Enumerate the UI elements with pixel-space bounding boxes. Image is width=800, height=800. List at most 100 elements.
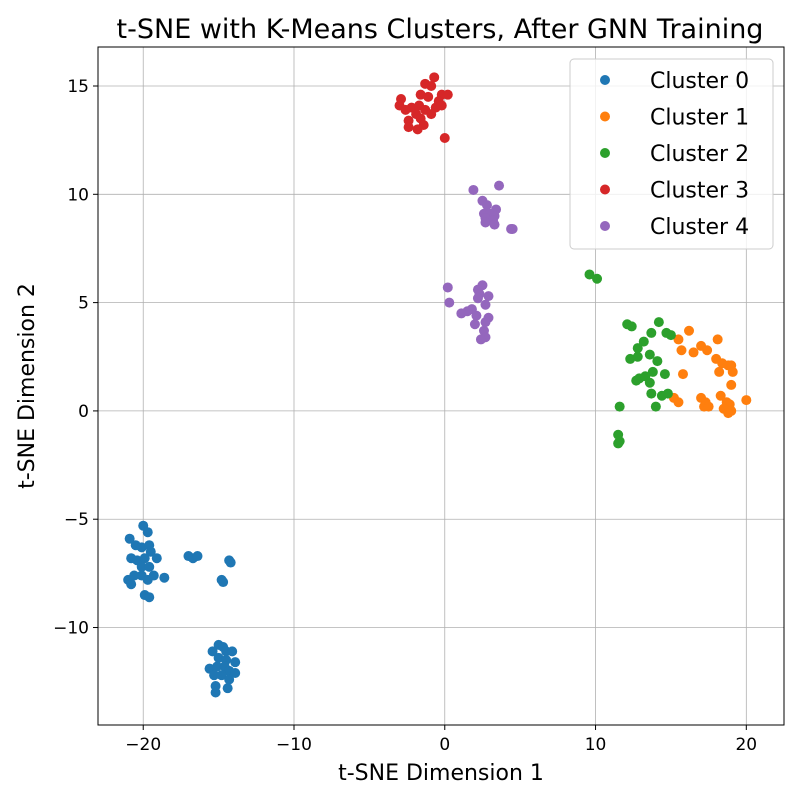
legend-frame <box>569 58 774 250</box>
data-point <box>412 124 423 135</box>
y-axis-title: t-SNE Dimension 2 <box>15 283 40 489</box>
y-tick-label: 5 <box>78 294 89 314</box>
data-point <box>647 366 658 377</box>
series-cluster-0 <box>123 520 241 698</box>
y-tick-label: 0 <box>78 402 89 422</box>
data-point <box>124 533 135 544</box>
series-cluster-4 <box>442 180 518 345</box>
y-tick-label: 15 <box>67 77 89 97</box>
data-point <box>727 366 738 377</box>
data-point <box>472 293 483 304</box>
data-point <box>426 109 437 120</box>
data-point <box>584 269 595 280</box>
legend-marker <box>600 184 610 195</box>
data-point <box>439 132 450 143</box>
data-point <box>436 100 447 111</box>
data-point <box>662 388 673 399</box>
data-point <box>673 397 684 408</box>
data-point <box>632 343 643 354</box>
data-point <box>480 299 491 310</box>
data-point <box>210 687 221 698</box>
data-point <box>468 184 479 195</box>
data-point <box>673 334 684 345</box>
data-point <box>741 395 752 406</box>
data-point <box>225 557 236 568</box>
data-point <box>144 561 155 572</box>
data-point <box>400 104 411 115</box>
data-point <box>592 273 603 284</box>
data-point <box>646 327 657 338</box>
data-point <box>218 577 229 588</box>
data-point <box>644 377 655 388</box>
data-point <box>688 347 699 358</box>
data-point <box>207 646 218 657</box>
data-point <box>712 334 723 345</box>
legend-item: Cluster 2 <box>600 142 749 167</box>
data-point <box>625 353 636 364</box>
data-point <box>480 217 491 228</box>
data-point <box>129 570 140 581</box>
legend-label: Cluster 4 <box>650 215 749 240</box>
legend-item: Cluster 1 <box>600 106 749 131</box>
x-tick-label: 0 <box>439 735 450 755</box>
legend-label: Cluster 2 <box>650 142 749 167</box>
data-point <box>145 546 156 557</box>
data-point <box>723 408 734 419</box>
x-tick-label: −20 <box>125 735 161 755</box>
data-point <box>442 89 453 100</box>
data-point <box>632 351 643 362</box>
x-tick-label: 10 <box>585 735 607 755</box>
data-point <box>209 670 220 681</box>
data-point <box>230 668 241 679</box>
data-point <box>142 527 153 538</box>
data-point <box>650 401 661 412</box>
x-tick-label: 20 <box>735 735 757 755</box>
legend-marker <box>600 75 610 85</box>
data-point <box>423 91 434 102</box>
data-point <box>684 325 695 336</box>
data-point <box>676 345 687 356</box>
data-point <box>224 674 235 685</box>
plot-frame <box>97 46 785 726</box>
data-point <box>192 551 203 562</box>
data-point <box>230 657 241 668</box>
legend-marker <box>600 221 610 231</box>
legend: Cluster 0 Cluster 1 Cluster 2 Cluster 3 Clus… <box>569 58 774 250</box>
x-axis-title: t-SNE Dimension 1 <box>338 761 544 786</box>
y-tick-label: 10 <box>67 185 89 205</box>
data-point <box>227 646 238 657</box>
data-point <box>222 683 233 694</box>
data-point <box>714 366 725 377</box>
data-point <box>403 122 414 133</box>
data-point <box>139 553 150 564</box>
data-point <box>442 282 453 293</box>
data-point <box>715 390 726 401</box>
data-point <box>480 317 491 328</box>
data-point <box>677 369 688 380</box>
legend-label: Cluster 1 <box>650 106 749 131</box>
legend-item: Cluster 0 <box>600 69 749 94</box>
data-point <box>489 219 500 230</box>
data-point <box>702 345 713 356</box>
legend-item: Cluster 4 <box>600 215 749 240</box>
data-point <box>426 80 437 91</box>
data-point <box>703 401 714 412</box>
data-point <box>483 291 494 302</box>
data-points <box>123 72 752 698</box>
data-point <box>494 180 505 191</box>
data-point <box>415 89 426 100</box>
data-point <box>216 670 227 681</box>
data-point <box>148 570 159 581</box>
legend-label: Cluster 0 <box>650 69 749 94</box>
series-cluster-2 <box>584 269 676 449</box>
data-point <box>469 319 480 330</box>
data-point <box>126 579 137 590</box>
legend-item: Cluster 3 <box>600 179 749 204</box>
data-point <box>653 317 664 328</box>
axis-ticks: −20 −10 0 10 20 −10 −5 0 5 10 15 <box>53 77 757 755</box>
data-point <box>614 401 625 412</box>
data-point <box>456 308 467 319</box>
data-point <box>613 438 624 449</box>
data-point <box>659 369 670 380</box>
